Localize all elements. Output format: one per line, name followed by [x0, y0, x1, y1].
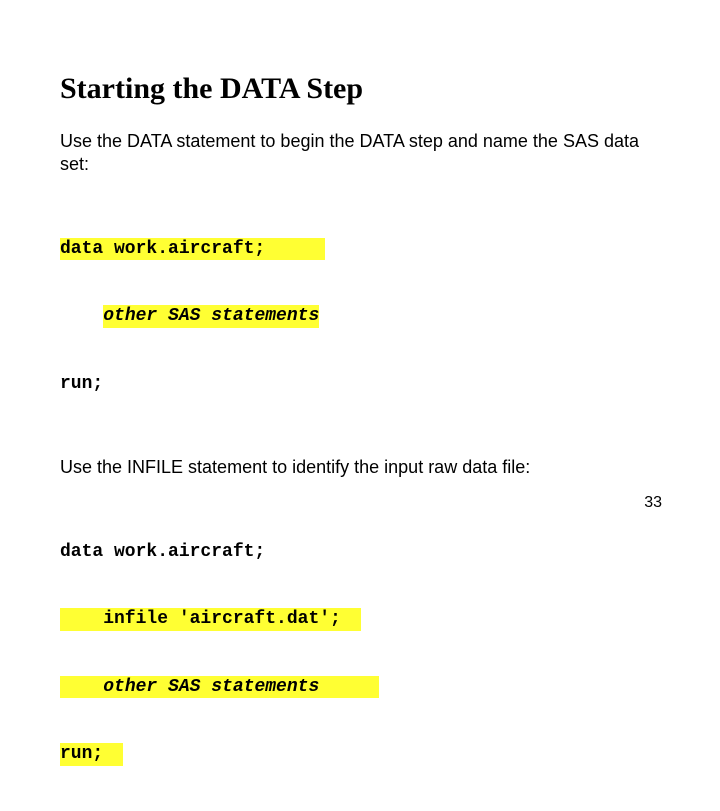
- code1-line2-text: other SAS statements: [103, 305, 319, 328]
- slide-content: Starting the DATA Step Use the DATA stat…: [0, 0, 720, 811]
- page-number: 33: [644, 494, 662, 512]
- code-block-1: data work.aircraft; other SAS statements…: [60, 193, 660, 441]
- code1-line1: data work.aircraft;: [60, 238, 325, 261]
- code2-line4: run;: [60, 743, 123, 766]
- code2-line1: data work.aircraft;: [60, 541, 660, 564]
- code1-line3: run;: [60, 373, 660, 396]
- code2-line3-text: other SAS statements: [103, 676, 379, 699]
- code2-line2: infile 'aircraft.dat';: [60, 608, 361, 631]
- code1-line2-indent: [60, 306, 103, 326]
- code-block-2: data work.aircraft; infile 'aircraft.dat…: [60, 496, 660, 811]
- paragraph-2: Use the INFILE statement to identify the…: [60, 456, 660, 479]
- page-title: Starting the DATA Step: [60, 72, 660, 106]
- code2-line3-indent: [60, 676, 103, 699]
- paragraph-1: Use the DATA statement to begin the DATA…: [60, 130, 660, 177]
